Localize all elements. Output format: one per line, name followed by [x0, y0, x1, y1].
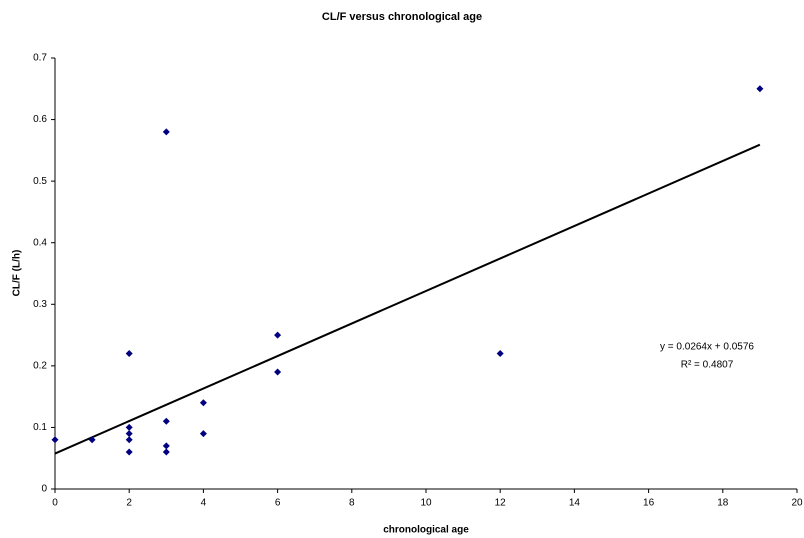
trendline-equation: y = 0.0264x + 0.0576	[660, 342, 754, 353]
data-point	[88, 436, 96, 444]
x-tick-label: 8	[349, 498, 355, 509]
data-point	[125, 350, 133, 358]
data-point	[199, 430, 207, 438]
y-tick-label: 0.2	[33, 360, 47, 371]
data-point	[162, 442, 170, 450]
y-axis-label: CL/F (L/h)	[12, 250, 23, 297]
data-point	[274, 368, 282, 376]
x-tick-label: 2	[126, 498, 132, 509]
data-point	[125, 430, 133, 438]
data-point	[162, 448, 170, 456]
y-tick-label: 0.7	[33, 53, 47, 64]
data-point	[274, 331, 282, 339]
x-tick-label: 20	[791, 498, 803, 509]
x-tick-label: 16	[643, 498, 655, 509]
data-point	[162, 128, 170, 136]
y-tick-label: 0.3	[33, 299, 47, 310]
data-point	[51, 436, 59, 444]
data-point	[125, 436, 133, 444]
data-point	[125, 448, 133, 456]
y-tick-label: 0.1	[33, 422, 47, 433]
trendline	[54, 143, 761, 455]
trendline-r2: R² = 0.4807	[681, 360, 734, 371]
y-tick-label: 0.4	[33, 237, 47, 248]
chart-title: CL/F versus chronological age	[322, 11, 482, 23]
x-tick-label: 12	[495, 498, 507, 509]
data-point	[199, 399, 207, 407]
x-tick-label: 18	[717, 498, 729, 509]
y-tick-label: 0.6	[33, 114, 47, 125]
y-tick-label: 0	[41, 484, 47, 495]
data-point	[125, 423, 133, 431]
x-tick-label: 10	[420, 498, 432, 509]
x-tick-label: 6	[275, 498, 281, 509]
data-point	[496, 350, 504, 358]
data-point	[756, 85, 764, 93]
data-point	[162, 417, 170, 425]
y-tick-label: 0.5	[33, 176, 47, 187]
x-tick-label: 0	[52, 498, 58, 509]
x-tick-label: 14	[569, 498, 581, 509]
x-axis-label: chronological age	[383, 525, 469, 536]
x-tick-label: 4	[201, 498, 207, 509]
